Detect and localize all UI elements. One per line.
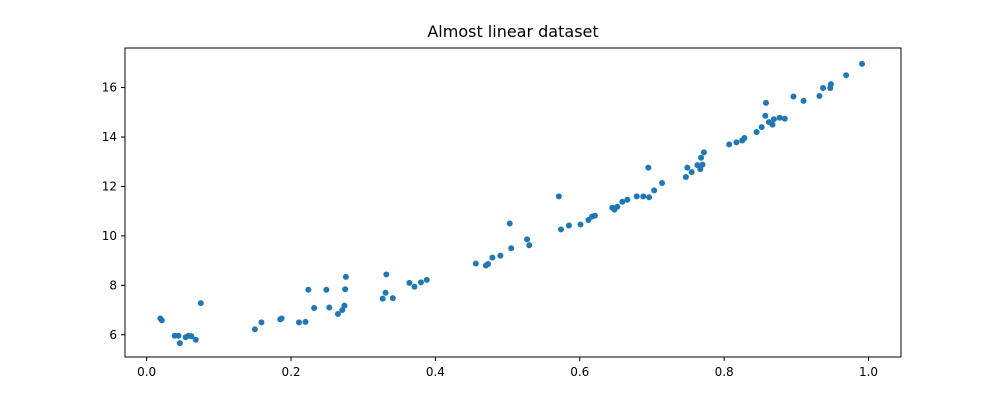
data-point <box>472 260 479 267</box>
data-point <box>258 319 265 326</box>
data-point <box>417 279 424 286</box>
data-point <box>176 340 183 347</box>
data-point <box>485 261 492 268</box>
data-point <box>379 295 386 302</box>
data-point <box>251 326 258 333</box>
data-point <box>684 164 691 171</box>
data-point <box>383 271 390 278</box>
data-point <box>389 295 396 302</box>
data-point <box>506 220 513 227</box>
x-tick-label: 0.4 <box>426 365 445 379</box>
x-tick-label: 1.0 <box>859 365 878 379</box>
data-point <box>769 121 776 128</box>
data-point <box>188 333 195 340</box>
data-point <box>646 194 653 201</box>
data-point <box>827 81 834 88</box>
data-point <box>758 124 765 131</box>
data-point <box>555 193 562 200</box>
data-point <box>753 129 760 136</box>
data-point <box>820 85 827 92</box>
data-point <box>278 315 285 322</box>
data-point <box>497 252 504 259</box>
y-tick-label: 8 <box>109 278 117 292</box>
data-point <box>843 72 850 79</box>
data-point <box>776 114 783 121</box>
data-point <box>326 304 333 311</box>
data-point <box>741 134 748 141</box>
data-point <box>614 203 621 210</box>
data-point <box>633 193 640 200</box>
data-point <box>192 336 199 343</box>
data-point <box>339 307 346 314</box>
chart-title: Almost linear dataset <box>427 22 599 41</box>
data-point <box>816 92 823 99</box>
data-point <box>651 187 658 194</box>
data-point <box>733 139 740 146</box>
data-point <box>508 245 515 252</box>
data-point <box>577 221 584 228</box>
data-point <box>565 222 572 229</box>
data-point <box>423 276 430 283</box>
data-point <box>342 273 349 280</box>
data-point <box>489 254 496 261</box>
data-point <box>726 141 733 148</box>
data-point <box>762 112 769 119</box>
y-axis: 6 8 10 12 14 16 <box>102 81 125 342</box>
x-tick-label: 0.6 <box>570 365 589 379</box>
data-point <box>640 193 647 200</box>
x-tick-label: 0.0 <box>137 365 156 379</box>
data-point <box>323 286 330 293</box>
data-point <box>158 317 165 324</box>
data-point <box>411 283 418 290</box>
data-point <box>645 164 652 171</box>
data-point <box>295 319 302 326</box>
data-points <box>157 60 866 347</box>
data-point <box>800 97 807 104</box>
data-point <box>859 60 866 67</box>
y-tick-label: 12 <box>102 179 117 193</box>
x-axis: 0.0 0.2 0.4 0.6 0.8 1.0 <box>137 357 878 379</box>
y-tick-label: 10 <box>102 229 117 243</box>
data-point <box>624 196 631 203</box>
data-point <box>302 318 309 325</box>
data-point <box>682 174 689 181</box>
x-tick-label: 0.8 <box>715 365 734 379</box>
data-point <box>334 310 341 317</box>
data-point <box>700 149 707 156</box>
data-point <box>311 305 318 312</box>
data-point <box>698 154 705 161</box>
data-point <box>790 93 797 100</box>
data-point <box>197 300 204 307</box>
data-point <box>697 166 704 173</box>
y-tick-label: 14 <box>102 130 117 144</box>
data-point <box>763 99 770 106</box>
y-tick-label: 16 <box>102 81 117 95</box>
data-point <box>524 236 531 243</box>
data-point <box>558 226 564 233</box>
data-point <box>688 169 695 176</box>
data-point <box>342 286 349 293</box>
data-point <box>699 161 706 168</box>
data-point <box>341 302 348 309</box>
data-point <box>526 242 533 249</box>
data-point <box>406 279 413 286</box>
data-point <box>659 179 666 186</box>
data-point <box>619 198 626 205</box>
data-point <box>591 212 598 219</box>
data-point <box>305 286 312 293</box>
axes-frame <box>124 47 902 358</box>
y-tick-label: 6 <box>109 328 117 342</box>
data-point <box>175 332 182 339</box>
data-point <box>382 289 389 296</box>
x-tick-label: 0.2 <box>281 365 300 379</box>
data-point <box>770 116 777 123</box>
data-point <box>781 115 788 122</box>
